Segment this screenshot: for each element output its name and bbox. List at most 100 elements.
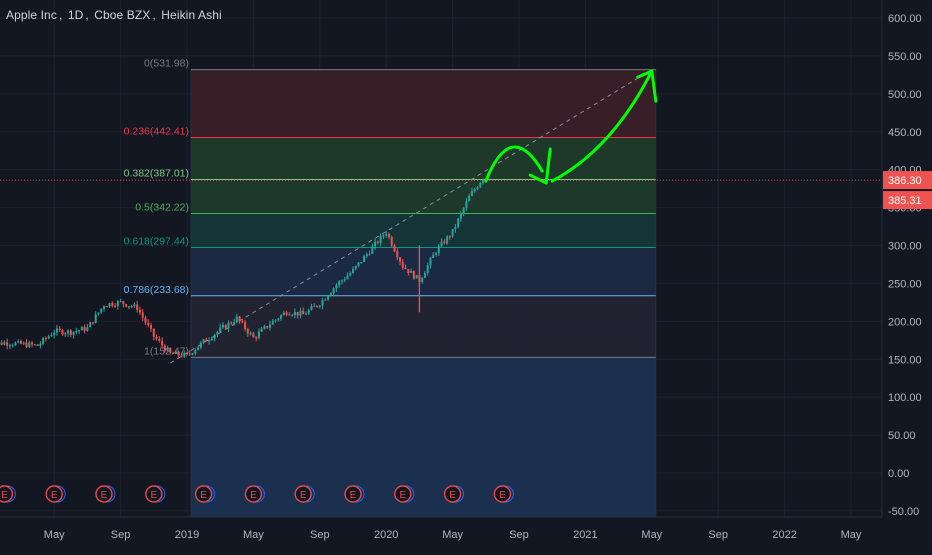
- x-axis-tick-label: 2019: [175, 529, 199, 541]
- candle-body: [288, 314, 291, 316]
- candle-body: [233, 322, 236, 324]
- candle-body: [244, 322, 247, 330]
- candle-body: [69, 330, 72, 335]
- candle-body: [410, 270, 413, 274]
- y-axis-tick-label: 100.00: [888, 392, 922, 404]
- candle-body: [459, 213, 462, 219]
- candle-body: [399, 257, 402, 262]
- chart-style: Heikin Ashi: [161, 8, 222, 22]
- candle-body: [180, 355, 183, 357]
- x-axis-tick-label: Sep: [111, 529, 131, 541]
- candle-body: [31, 342, 34, 345]
- candle-body: [271, 320, 274, 325]
- symbol-exchange: Cboe BZX: [94, 8, 151, 22]
- candle-body: [188, 353, 191, 355]
- candle-body: [53, 332, 56, 336]
- candle-body: [376, 241, 379, 243]
- candle-body: [374, 241, 377, 247]
- candle-body: [255, 337, 258, 339]
- candle-body: [338, 281, 341, 286]
- candle-body: [390, 237, 393, 246]
- x-axis-tick-label: 2020: [374, 529, 398, 541]
- candle-body: [130, 306, 133, 308]
- candle-body: [97, 312, 100, 315]
- candle-body: [133, 304, 136, 307]
- candle-body: [116, 301, 119, 307]
- y-axis-tick-label: 500.00: [888, 89, 922, 101]
- candle-body: [122, 301, 125, 305]
- candle-body: [186, 352, 188, 354]
- candle-body: [346, 275, 349, 280]
- candle-body: [141, 312, 144, 318]
- candle-body: [448, 236, 451, 238]
- candle-body: [238, 316, 241, 322]
- candle-body: [454, 227, 457, 230]
- x-axis-tick-label: Sep: [509, 529, 529, 541]
- price-tag-label: 385.31: [888, 195, 922, 207]
- candle-body: [22, 342, 25, 344]
- candle-body: [158, 339, 161, 341]
- candle-body: [285, 312, 288, 315]
- candle-body: [199, 342, 202, 348]
- candle-body: [89, 322, 92, 328]
- candle-body: [385, 233, 388, 236]
- fib-level-label: 0.786(233.68): [124, 284, 189, 296]
- candle-body: [47, 336, 50, 339]
- candle-body: [269, 324, 271, 328]
- candle-body: [260, 328, 263, 332]
- candle-body: [340, 280, 343, 282]
- candle-body: [80, 327, 83, 331]
- candle-body: [213, 334, 216, 339]
- symbol-interval: 1D: [67, 8, 84, 22]
- price-tag-label: 386.30: [888, 175, 922, 187]
- candle-body: [227, 322, 230, 329]
- price-tag: [883, 171, 932, 190]
- candle-body: [136, 304, 139, 310]
- candle-body: [208, 340, 211, 342]
- fib-zone: [191, 247, 656, 296]
- candle-body: [20, 340, 22, 344]
- projection-arrow-up: [550, 69, 654, 183]
- earnings-marker: [145, 485, 163, 503]
- earnings-label: E: [399, 490, 406, 501]
- candle-body: [451, 229, 454, 237]
- candle-body: [144, 317, 147, 323]
- x-axis-panel: [0, 517, 932, 550]
- candle-body: [108, 303, 111, 307]
- candle-body: [33, 344, 36, 346]
- candle-body: [44, 338, 47, 340]
- candle-body: [252, 333, 255, 338]
- candle-body: [446, 236, 449, 244]
- fib-zone: [191, 213, 656, 248]
- candle-body: [224, 325, 227, 329]
- candle-body: [429, 257, 432, 266]
- candle-body: [235, 316, 238, 323]
- candle-body: [440, 241, 443, 247]
- x-axis-tick-label: May: [243, 529, 264, 541]
- x-axis-tick-label: May: [442, 529, 463, 541]
- x-axis-tick-label: Sep: [310, 529, 330, 541]
- candle-body: [8, 345, 11, 347]
- candle-body: [299, 311, 302, 316]
- x-axis-tick-label: 2022: [772, 529, 796, 541]
- fib-level-label: 0.382(387.01): [124, 168, 189, 180]
- candle-body: [210, 338, 213, 341]
- candle-body: [462, 208, 465, 214]
- candle-body: [313, 305, 316, 307]
- candle-body: [14, 342, 17, 346]
- candle-body: [197, 347, 200, 351]
- candle-body: [282, 312, 285, 316]
- candle-body: [72, 331, 75, 335]
- candle-body: [379, 235, 382, 243]
- symbol-name: Apple Inc: [6, 8, 57, 22]
- y-axis-tick-label: 200.00: [888, 316, 922, 328]
- candle-body: [329, 293, 332, 297]
- fib-level-label: 0.5(342.22): [135, 201, 189, 213]
- earnings-label: E: [300, 490, 307, 501]
- candle-body: [291, 314, 294, 316]
- candle-body: [415, 274, 418, 279]
- symbol-header[interactable]: Apple Inc, 1D, Cboe BZX, Heikin Ashi: [6, 8, 222, 22]
- candle-body: [327, 296, 330, 300]
